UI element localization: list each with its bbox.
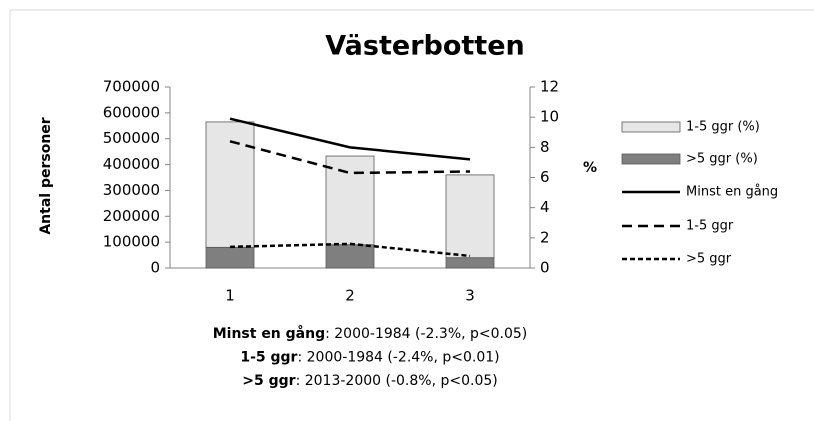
y2-tick-label: 10	[540, 108, 559, 126]
line-series	[229, 242, 471, 258]
y2-tick-label: 6	[540, 168, 550, 186]
y-tick-label: 200000	[103, 207, 160, 225]
y2-tick-label: 2	[540, 228, 550, 246]
x-tick-label: 3	[465, 287, 475, 305]
y-tick-label: 400000	[103, 155, 160, 173]
x-tick-label: 1	[225, 287, 235, 305]
legend-label: 1-5 ggr	[686, 219, 734, 234]
y-tick-label: 500000	[103, 129, 160, 147]
bar	[205, 246, 255, 269]
y2-tick-label: 0	[540, 259, 550, 277]
bar	[445, 174, 495, 259]
legend-label: 1-5 ggr (%)	[686, 120, 760, 135]
note-text: : 2000-1984 (-2.3%, p<0.05)	[325, 326, 527, 342]
x-tick-label: 2	[345, 287, 355, 305]
note-text: : 2013-2000 (-0.8%, p<0.05)	[296, 373, 498, 389]
y-tick-label: 700000	[103, 78, 160, 96]
y2-tick-label: 8	[540, 138, 550, 156]
y-tick-label: 100000	[103, 233, 160, 251]
note: Minst en gång: 2000-1984 (-2.3%, p<0.05)	[213, 325, 528, 342]
legend-label: >5 ggr (%)	[686, 152, 758, 167]
y-tick-label: 0	[150, 259, 160, 277]
note-bold: 1-5 ggr	[240, 350, 297, 366]
y-tick-label: 300000	[103, 181, 160, 199]
legend-label: >5 ggr	[686, 252, 732, 267]
note-bold: Minst en gång	[213, 325, 325, 342]
note: >5 ggr: 2013-2000 (-0.8%, p<0.05)	[242, 373, 497, 389]
bar	[205, 121, 255, 248]
chart-title: Västerbotten	[325, 31, 524, 62]
y2-tick-label: 12	[540, 78, 559, 96]
line-series	[229, 140, 471, 175]
legend-label: Minst en gång	[686, 185, 778, 200]
y-axis-label: Antal personer	[38, 117, 54, 234]
bar	[445, 257, 495, 269]
line-series	[229, 117, 471, 161]
legend-swatch	[621, 121, 681, 133]
note-text: : 2000-1984 (-2.4%, p<0.01)	[297, 350, 499, 366]
y2-axis-label: %	[583, 160, 597, 176]
legend-swatch	[621, 153, 681, 165]
note-bold: >5 ggr	[242, 373, 295, 389]
note: 1-5 ggr: 2000-1984 (-2.4%, p<0.01)	[240, 350, 499, 366]
y2-tick-label: 4	[540, 198, 550, 216]
y-tick-label: 600000	[103, 103, 160, 121]
bar	[325, 155, 375, 246]
bar	[325, 244, 375, 269]
